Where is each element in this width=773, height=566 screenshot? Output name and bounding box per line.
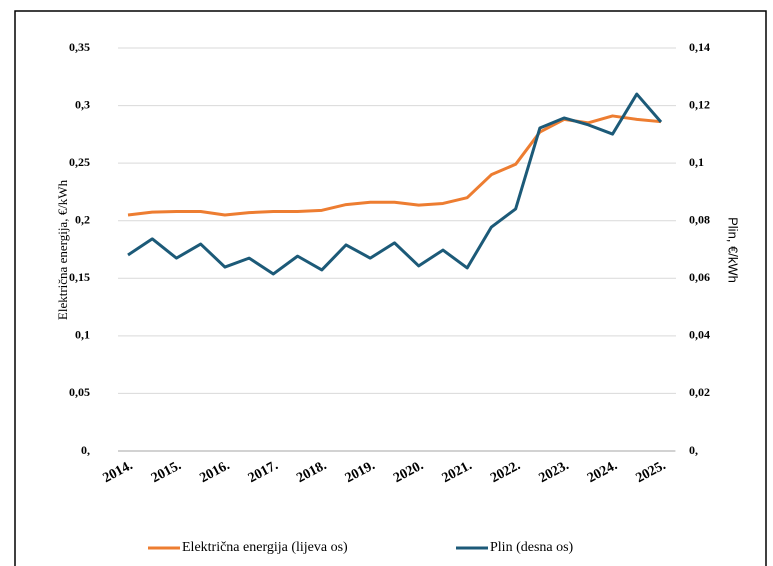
y2-tick-label: 0,02 [689,385,710,399]
chart-frame [14,10,767,566]
y-tick-label: 0, [81,443,90,457]
y-tick-label: 0,35 [69,40,90,54]
y-tick-label: 0,25 [69,155,90,169]
y-tick-label: 0,1 [75,328,90,342]
y-axis-title: Električna energija, €/kWh [55,179,70,320]
y-tick-label: 0,05 [69,385,90,399]
y2-tick-label: 0,1 [689,155,704,169]
legend-label: Električna energija (lijeva os) [182,540,348,555]
y-tick-label: 0,3 [75,97,90,111]
y2-tick-label: 0,04 [689,328,710,342]
y2-tick-label: 0,06 [689,270,710,284]
legend-label: Plin (desna os) [490,540,574,555]
y2-tick-label: 0, [689,443,698,457]
data-line [127,92,663,276]
y2-tick-label: 0,12 [689,97,710,111]
y2-tick-label: 0,08 [689,212,710,226]
y2-axis-title: Plin, €/kWh [726,217,741,283]
y2-tick-label: 0,14 [689,40,710,54]
y-tick-label: 0,2 [75,212,90,226]
y-tick-label: 0,15 [69,270,90,284]
